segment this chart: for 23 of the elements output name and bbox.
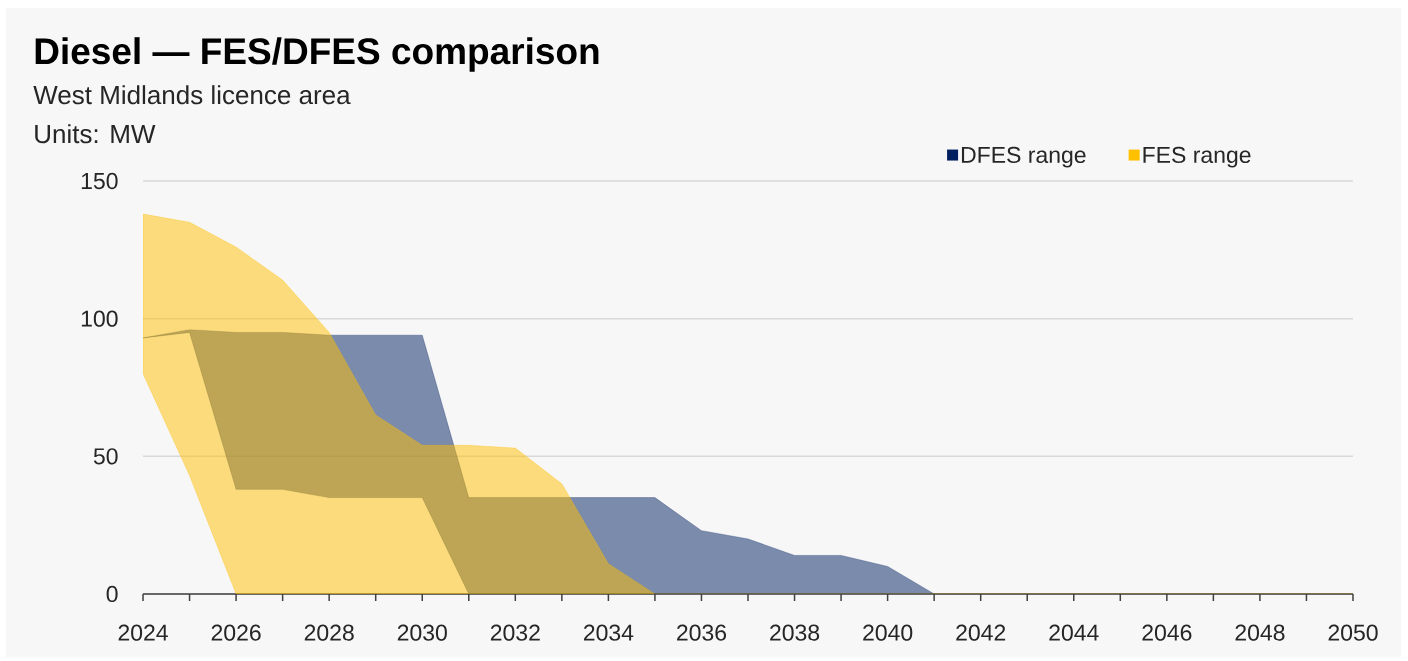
- chart-title: Diesel — FES/DFES comparison: [35, 37, 599, 72]
- chart-subtitle: West Midlands licence area: [33, 85, 351, 105]
- x-tick-label: 2038: [770, 624, 820, 641]
- x-tick-label: 2028: [304, 624, 354, 641]
- x-tick-label: 2050: [1328, 624, 1378, 641]
- x-tick-label: 2048: [1235, 624, 1285, 641]
- y-tick-label: 0: [106, 585, 118, 603]
- x-tick-label: 2040: [863, 624, 913, 641]
- x-tick-label: 2034: [583, 624, 634, 641]
- x-tick-label: 2042: [956, 624, 1006, 641]
- x-tick-label: 2046: [1142, 624, 1192, 641]
- x-tick-label: 2044: [1049, 624, 1099, 641]
- x-tick-label: 2036: [677, 624, 727, 641]
- y-tick-label: 100: [81, 310, 118, 327]
- y-tick-label: 150: [81, 172, 118, 190]
- x-tick-label: 2032: [490, 624, 540, 641]
- x-tick-label: 2024: [118, 624, 168, 641]
- y-axis-title: Units: MW: [35, 124, 156, 144]
- x-tick-label: 2030: [397, 624, 447, 641]
- legend-label: FES range: [1143, 146, 1251, 168]
- y-tick-label: 50: [93, 448, 118, 465]
- legend-label: DFES range: [961, 146, 1086, 168]
- x-tick-label: 2026: [211, 624, 261, 641]
